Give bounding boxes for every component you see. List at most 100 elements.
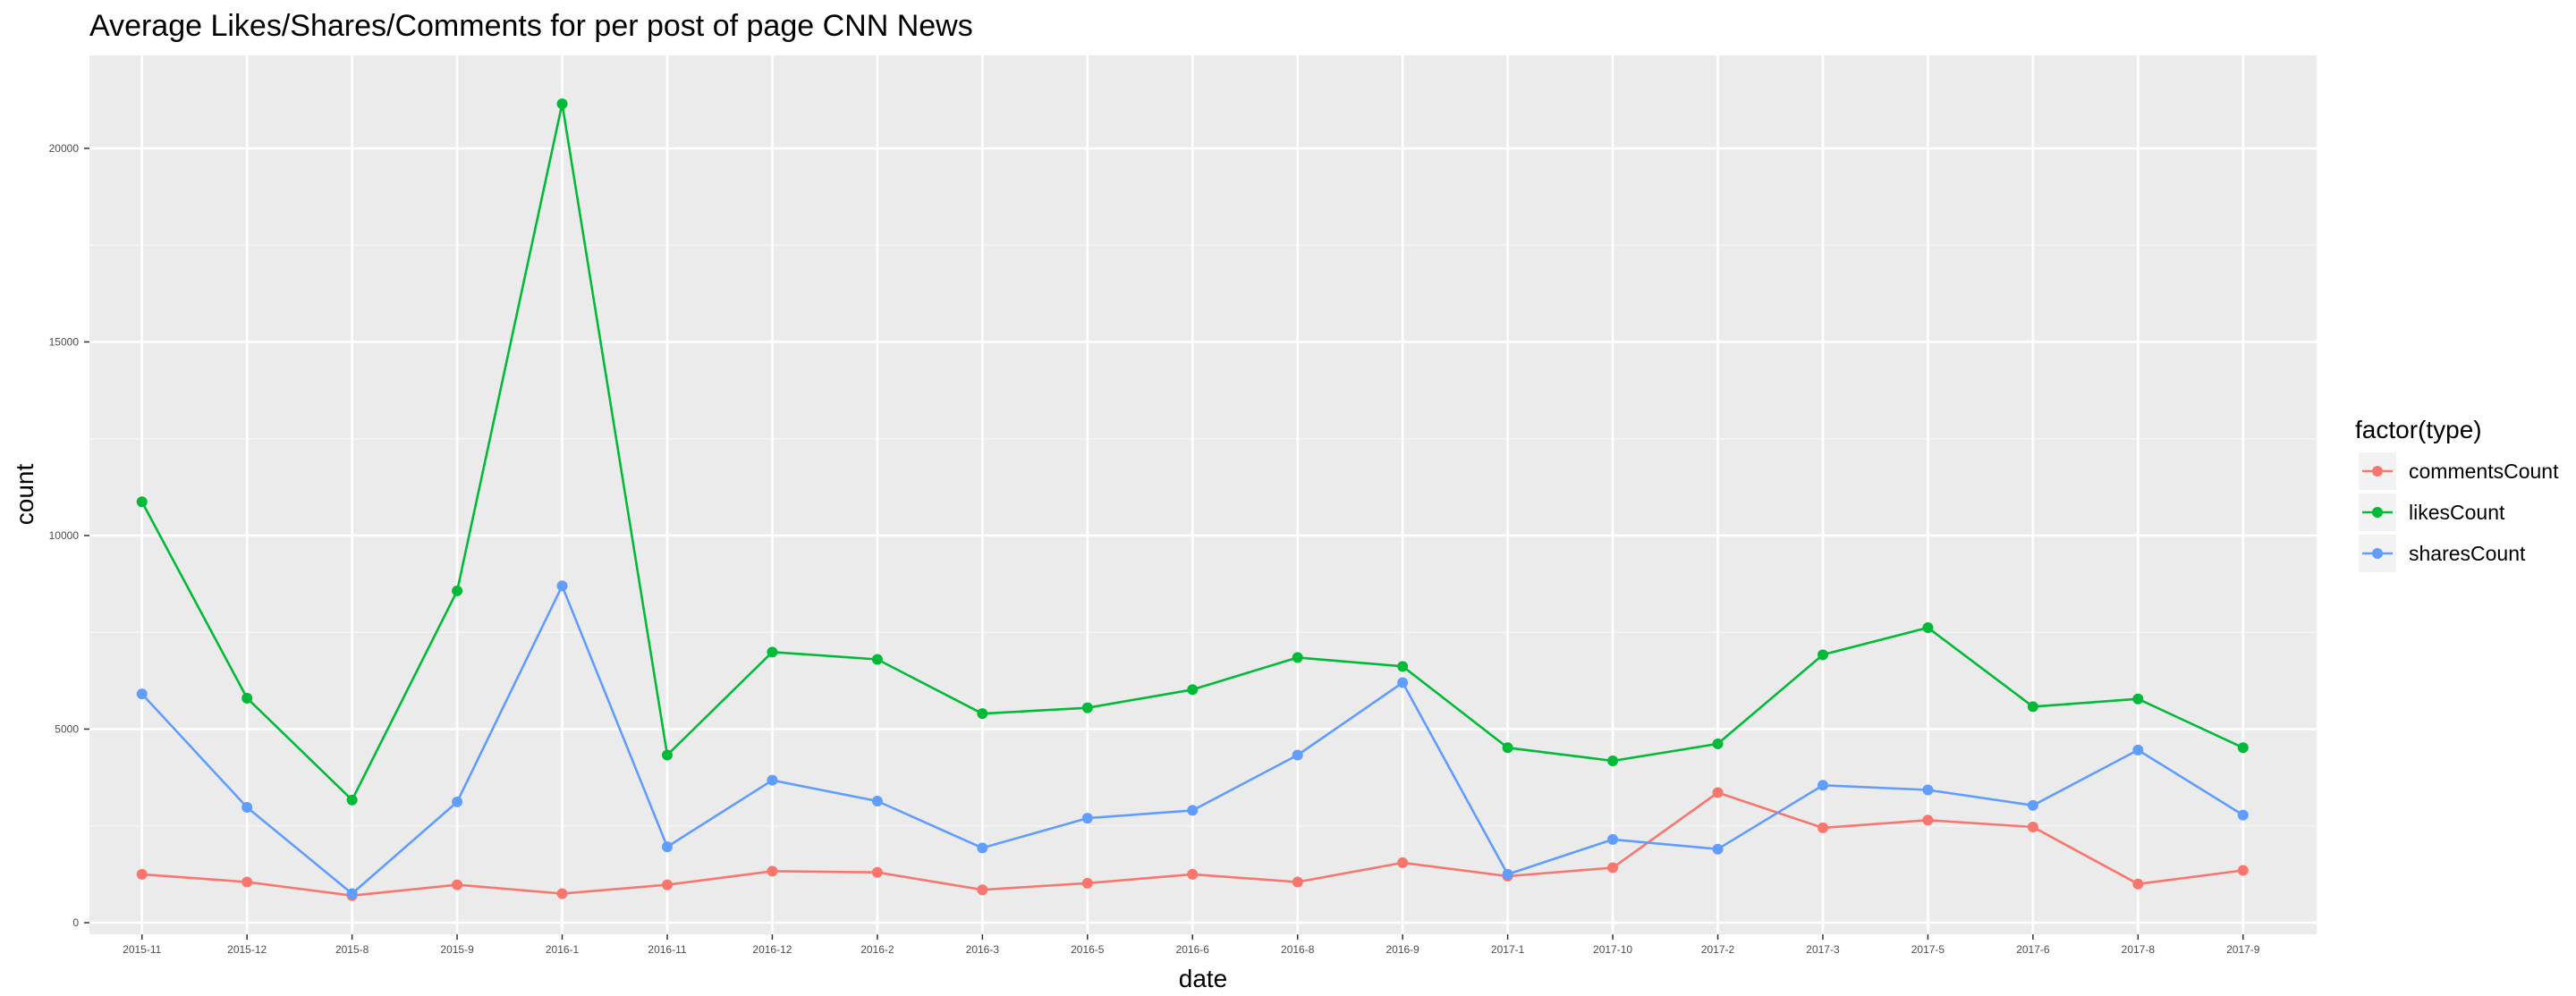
data-point	[1817, 822, 1828, 833]
x-axis-title: date	[1179, 965, 1228, 992]
x-tick-label: 2016-6	[1176, 943, 1210, 956]
y-axis-title: count	[11, 464, 38, 526]
legend: factor(type) commentsCount likesCount shar…	[2355, 416, 2559, 572]
legend-title: factor(type)	[2355, 416, 2482, 443]
data-point	[1187, 684, 1199, 696]
data-point	[1922, 784, 1934, 796]
data-point	[767, 646, 778, 658]
data-point	[1607, 833, 1619, 845]
data-point	[1817, 649, 1828, 661]
data-point	[346, 888, 358, 899]
x-tick-label: 2017-1	[1491, 943, 1525, 956]
major-gridlines	[89, 55, 2317, 934]
data-point	[346, 794, 358, 806]
x-tick-label: 2016-2	[860, 943, 894, 956]
x-tick-label: 2015-12	[227, 943, 267, 956]
x-tick-label: 2017-10	[1593, 943, 1632, 956]
x-tick-label: 2016-12	[752, 943, 792, 956]
data-point	[136, 688, 148, 700]
x-tick-label: 2016-11	[648, 943, 686, 956]
x-tick-label: 2017-5	[1911, 943, 1945, 956]
x-tick-label: 2017-6	[2016, 943, 2050, 956]
data-point	[2237, 865, 2249, 876]
data-point	[767, 774, 778, 786]
data-point	[977, 842, 988, 854]
legend-key-point	[2372, 548, 2383, 559]
x-tick-label: 2015-11	[123, 943, 161, 956]
data-point	[2132, 878, 2144, 890]
data-point	[556, 888, 568, 899]
x-tick-label: 2016-3	[966, 943, 1000, 956]
x-tick-label: 2016-8	[1281, 943, 1315, 956]
data-point	[1817, 780, 1828, 791]
y-axis-ticks: 0 5000 10000 15000 20000	[49, 142, 89, 929]
data-point	[661, 841, 673, 853]
chart-title: Average Likes/Shares/Comments for per po…	[89, 9, 973, 43]
data-point	[1397, 677, 1409, 688]
x-tick-label: 2016-5	[1071, 943, 1105, 956]
x-tick-label: 2015-8	[335, 943, 369, 956]
data-point	[977, 884, 988, 896]
x-tick-label: 2017-2	[1701, 943, 1735, 956]
data-point	[1607, 862, 1619, 874]
y-tick-label: 15000	[49, 335, 80, 348]
x-tick-label: 2016-1	[546, 943, 580, 956]
data-point	[1502, 868, 1513, 880]
data-point	[871, 796, 883, 807]
x-tick-label: 2015-9	[440, 943, 474, 956]
series-likesCount	[136, 98, 2249, 806]
y-tick-label: 5000	[55, 722, 79, 735]
data-point	[1397, 661, 1409, 672]
data-point	[767, 865, 778, 877]
data-point	[1712, 787, 1724, 798]
data-point	[1292, 749, 1303, 761]
legend-label: commentsCount	[2409, 460, 2559, 483]
legend-label: likesCount	[2409, 501, 2505, 524]
data-point	[2027, 701, 2038, 713]
data-point	[2237, 809, 2249, 821]
data-point	[1292, 652, 1303, 663]
data-point	[1502, 742, 1513, 754]
x-tick-label: 2017-9	[2226, 943, 2260, 956]
data-point	[242, 801, 253, 813]
data-point	[452, 879, 463, 890]
data-point	[2132, 693, 2144, 705]
data-point	[2132, 744, 2144, 755]
x-axis-ticks: 2015-11 2015-12 2015-8 2015-9 2016-1 2016-11 2…	[123, 934, 2260, 956]
series-commentsCount	[136, 787, 2249, 901]
data-point	[977, 708, 988, 720]
data-point	[1081, 877, 1093, 889]
x-tick-label: 2016-9	[1385, 943, 1419, 956]
data-point	[556, 580, 568, 592]
legend-key-point	[2372, 507, 2383, 518]
data-point	[1712, 843, 1724, 855]
data-point	[1187, 805, 1199, 816]
y-tick-label: 0	[72, 916, 79, 929]
data-point	[661, 879, 673, 890]
data-point	[452, 796, 463, 807]
data-point	[1081, 813, 1093, 824]
legend-item: sharesCount	[2359, 535, 2526, 572]
series-sharesCount	[136, 580, 2249, 899]
data-point	[2027, 799, 2038, 811]
data-point	[1922, 815, 1934, 826]
data-point	[136, 496, 148, 508]
data-point	[871, 654, 883, 665]
data-point	[242, 876, 253, 888]
data-point	[136, 868, 148, 880]
data-point	[1081, 702, 1093, 713]
series-layer	[136, 98, 2249, 901]
data-point	[871, 866, 883, 878]
data-point	[1292, 876, 1303, 888]
legend-label: sharesCount	[2409, 542, 2526, 565]
y-tick-label: 10000	[49, 529, 80, 542]
x-tick-label: 2017-8	[2122, 943, 2156, 956]
data-point	[1607, 755, 1619, 766]
data-point	[1187, 868, 1199, 880]
data-point	[661, 749, 673, 761]
data-point	[2237, 742, 2249, 754]
data-point	[556, 98, 568, 110]
data-point	[1397, 857, 1409, 868]
y-tick-label: 20000	[49, 142, 80, 155]
